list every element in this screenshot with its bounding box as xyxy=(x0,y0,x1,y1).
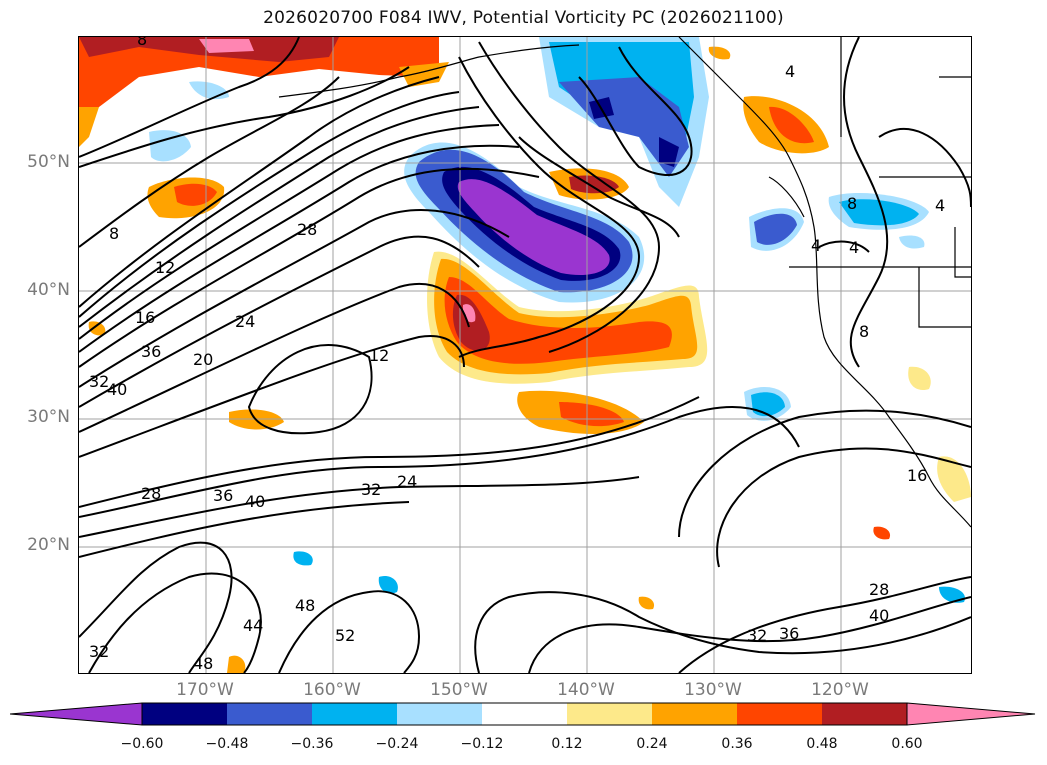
contour-label: 40 xyxy=(107,380,127,399)
contour-label: 36 xyxy=(779,624,799,643)
colorbar xyxy=(10,702,1036,726)
colorbar-tick-label: −0.48 xyxy=(205,736,249,752)
contour-label: 12 xyxy=(369,346,389,365)
contour-label: 20 xyxy=(193,350,213,369)
colorbar-tick-label: −0.36 xyxy=(290,736,334,752)
contour-labels: 8 8 12 16 20 24 28 32 36 40 12 28 36 40 … xyxy=(89,37,945,673)
lat-label-30n: 30°N xyxy=(27,407,70,427)
contour-label: 32 xyxy=(361,480,381,499)
lon-label-140w: 140°W xyxy=(557,680,615,700)
contour-label: 24 xyxy=(235,312,255,331)
colorbar-tick-label: 0.36 xyxy=(721,736,753,752)
colorbar-tick-label: 0.60 xyxy=(891,736,923,752)
lon-label-120w: 120°W xyxy=(811,680,869,700)
contour-label: 8 xyxy=(859,322,869,341)
colorbar-extend-right xyxy=(906,702,1036,726)
contour-label: 44 xyxy=(243,616,263,635)
colorbar-bin xyxy=(737,703,822,725)
colorbar-bin xyxy=(397,703,482,725)
contour-label: 40 xyxy=(869,606,889,625)
lat-label-20n: 20°N xyxy=(27,535,70,555)
contour-label: 12 xyxy=(155,258,175,277)
contour-label: 24 xyxy=(397,472,417,491)
contour-label: 16 xyxy=(907,466,927,485)
colorbar-bin xyxy=(227,703,312,725)
contour-label: 52 xyxy=(335,626,355,645)
colorbar-bin xyxy=(567,703,652,725)
lat-label-40n: 40°N xyxy=(27,280,70,300)
colorbar-tick-label: −0.12 xyxy=(460,736,504,752)
map-canvas: 8 8 12 16 20 24 28 32 36 40 12 28 36 40 … xyxy=(79,37,971,673)
contour-label: 36 xyxy=(213,486,233,505)
contour-label: 28 xyxy=(869,580,889,599)
contour-label: 32 xyxy=(89,642,109,661)
contour-label: 8 xyxy=(109,224,119,243)
colorbar-bin xyxy=(822,703,907,725)
colorbar-tick-label: −0.24 xyxy=(375,736,419,752)
contour-label: 16 xyxy=(135,308,155,327)
lon-label-150w: 150°W xyxy=(430,680,488,700)
contour-label: 8 xyxy=(847,194,857,213)
contour-label: 32 xyxy=(89,372,109,391)
lon-label-170w: 170°W xyxy=(176,680,234,700)
graticule xyxy=(79,37,971,673)
contour-label: 4 xyxy=(785,62,795,81)
contour-label: 4 xyxy=(849,238,859,257)
colorbar-bin xyxy=(652,703,737,725)
contour-label: 28 xyxy=(297,220,317,239)
contour-label: 8 xyxy=(137,37,147,49)
colorbar-tick-label: 0.12 xyxy=(551,736,583,752)
contour-label: 36 xyxy=(141,342,161,361)
colorbar-bin xyxy=(142,703,227,725)
pv-shading xyxy=(79,37,971,673)
map-title: 2026020700 F084 IWV, Potential Vorticity… xyxy=(263,8,784,28)
colorbar-bin xyxy=(312,703,397,725)
iwv-contours xyxy=(79,37,971,673)
map-panel: 8 8 12 16 20 24 28 32 36 40 12 28 36 40 … xyxy=(78,36,972,674)
contour-label: 48 xyxy=(193,654,213,673)
contour-label: 40 xyxy=(245,492,265,511)
colorbar-tick-label: 0.24 xyxy=(636,736,668,752)
colorbar-extend-left xyxy=(10,702,143,726)
contour-label: 4 xyxy=(935,196,945,215)
contour-label: 48 xyxy=(295,596,315,615)
coastline xyxy=(278,37,971,528)
lat-label-50n: 50°N xyxy=(27,152,70,172)
colorbar-tick-label: −0.60 xyxy=(120,736,164,752)
colorbar-tick-label: 0.48 xyxy=(806,736,838,752)
colorbar-bin xyxy=(482,703,567,725)
lon-label-130w: 130°W xyxy=(684,680,742,700)
contour-label: 4 xyxy=(811,236,821,255)
lon-label-160w: 160°W xyxy=(303,680,361,700)
contour-label: 32 xyxy=(747,626,767,645)
contour-label: 28 xyxy=(141,484,161,503)
